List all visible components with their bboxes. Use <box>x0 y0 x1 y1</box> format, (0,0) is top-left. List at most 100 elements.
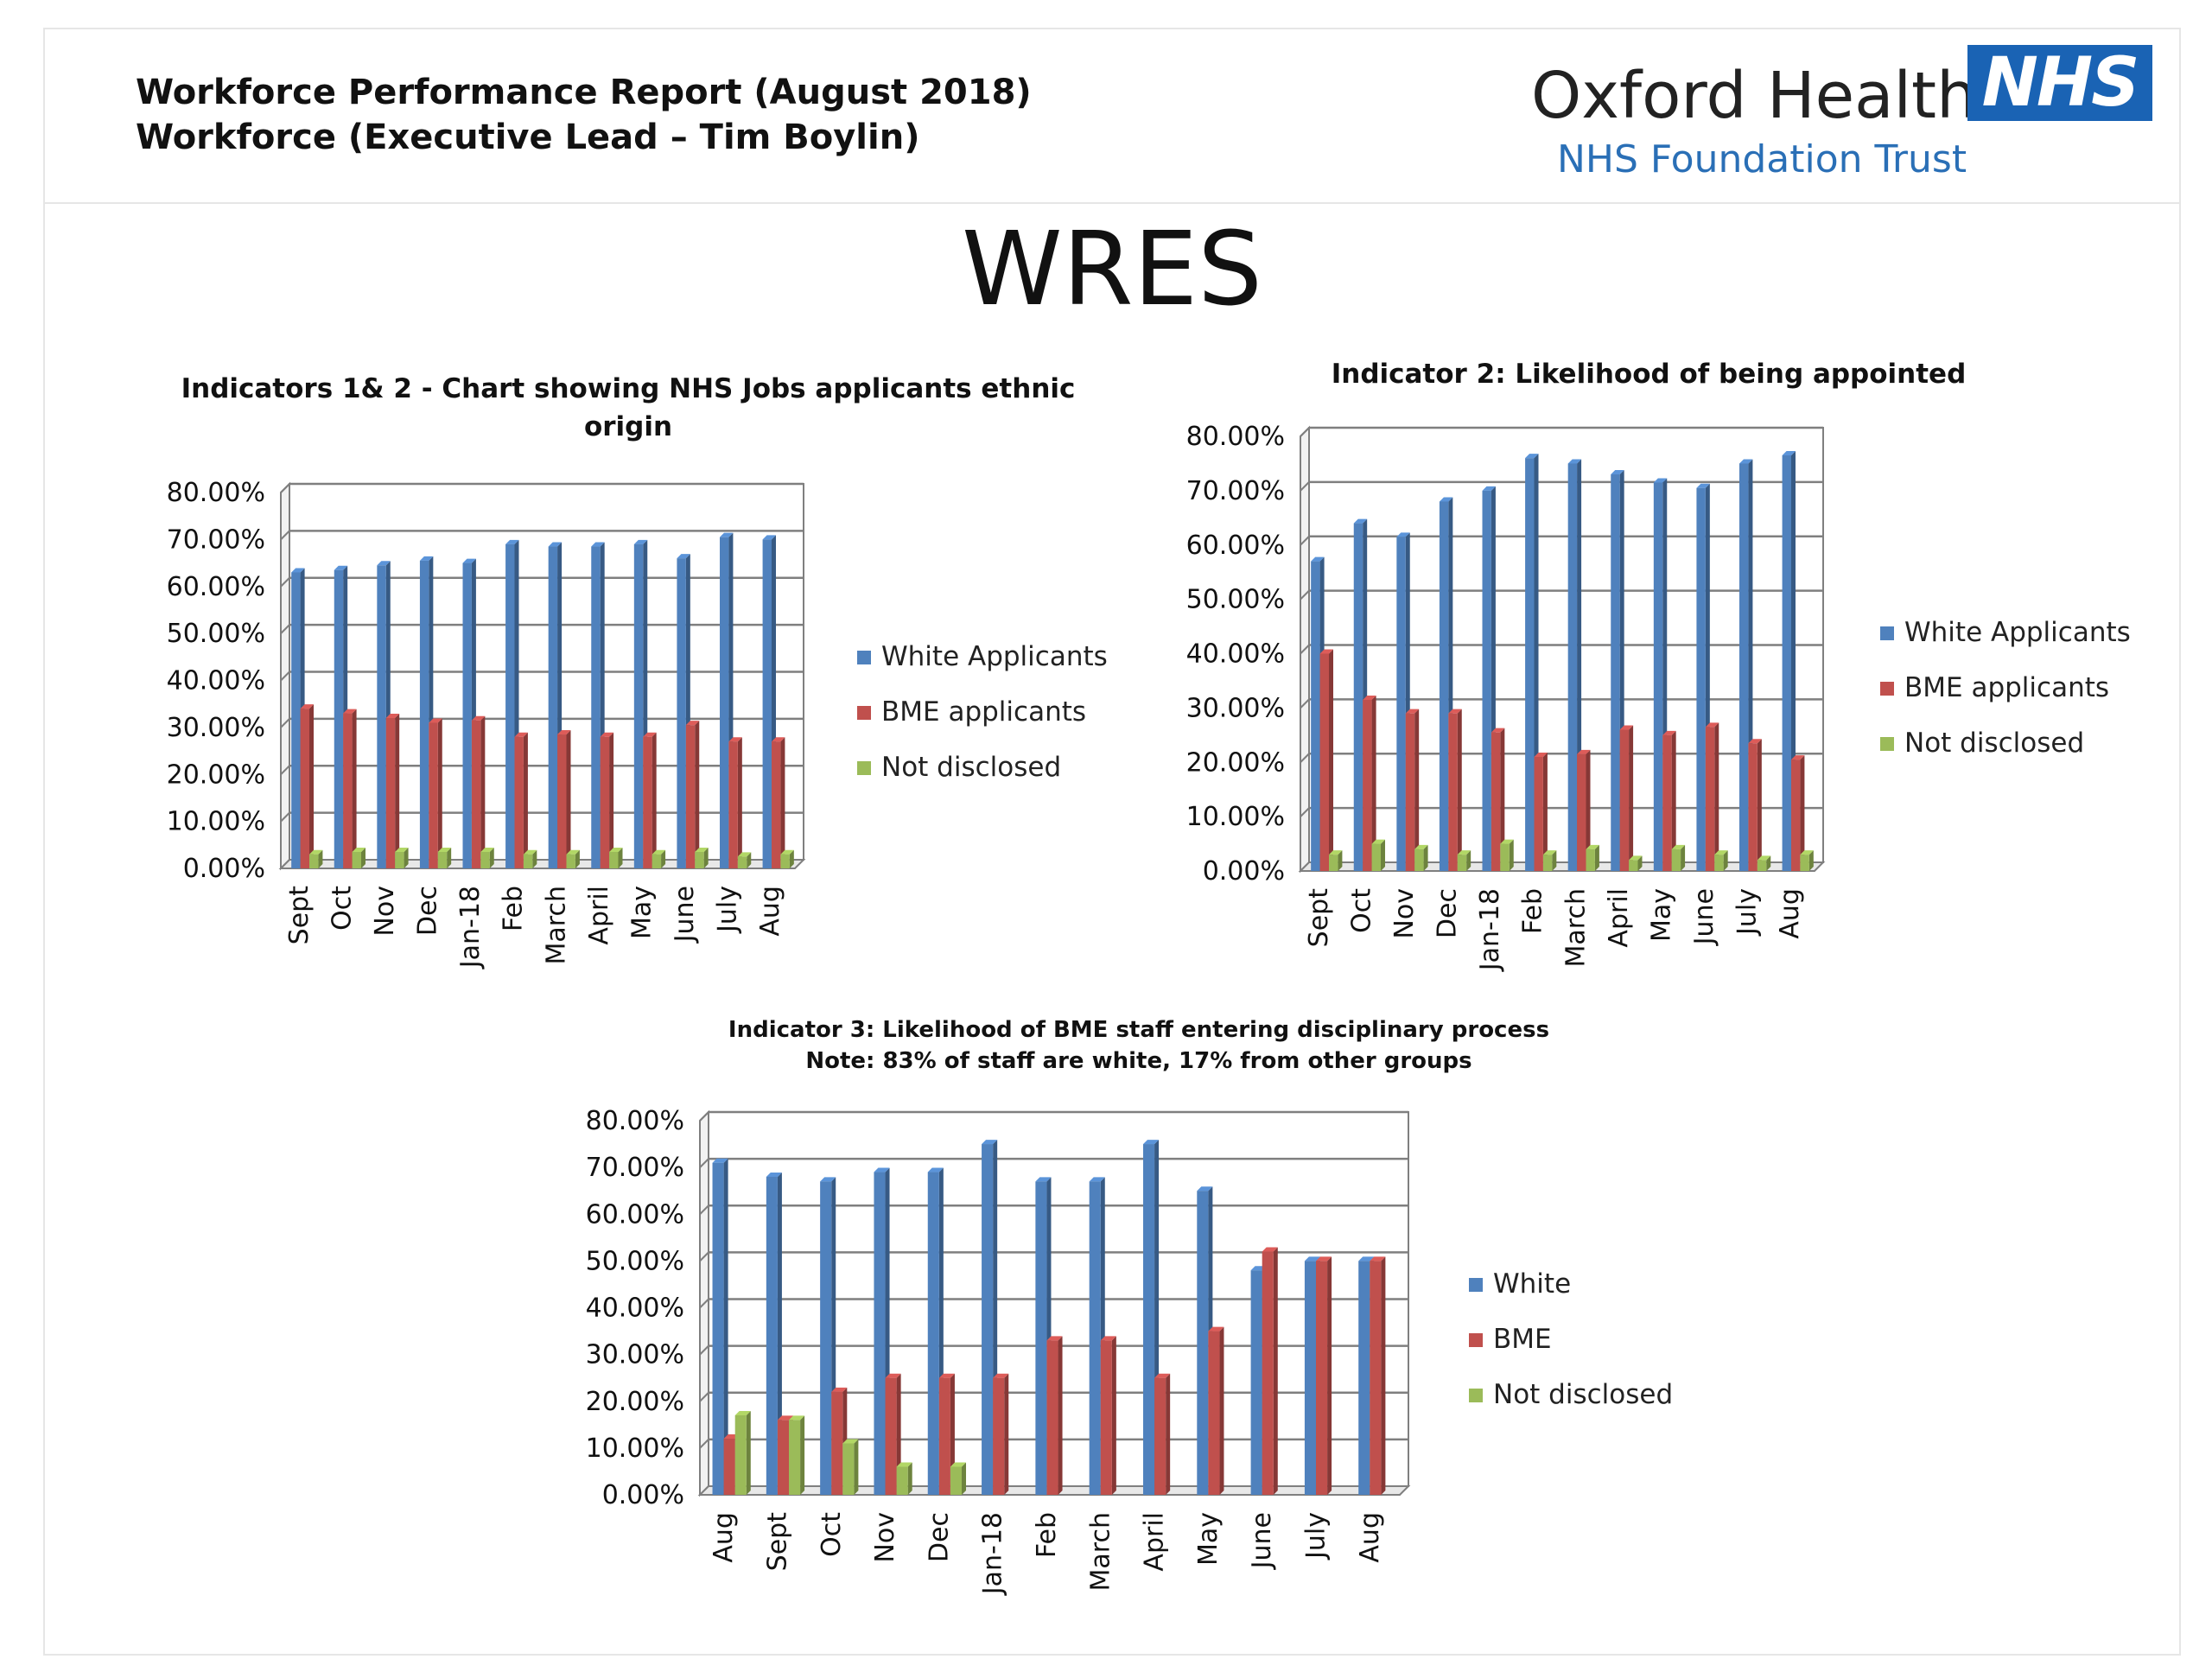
x-tick-label: Dec <box>924 1512 954 1562</box>
bar <box>1328 850 1343 871</box>
legend-swatch <box>1469 1333 1483 1347</box>
x-tick-label: Jan-18 <box>1475 888 1505 972</box>
page-title: WRES <box>961 209 1263 328</box>
x-tick-label: May <box>626 886 657 939</box>
legend-entry: White Applicants <box>1904 617 2131 648</box>
gridline-side <box>280 530 290 541</box>
bar <box>395 847 409 868</box>
header-divider <box>45 202 2179 204</box>
gridline-side <box>1300 807 1310 817</box>
y-tick-label: 50.00% <box>586 1246 684 1276</box>
legend-swatch <box>1469 1389 1483 1402</box>
bar <box>1500 839 1514 871</box>
y-tick-label: 0.00% <box>183 854 265 884</box>
bar <box>1629 855 1643 871</box>
gridline-side <box>280 671 290 682</box>
bar <box>1457 850 1471 871</box>
gridline-side <box>1300 481 1310 492</box>
legend-entry: White Applicants <box>881 641 1108 672</box>
gridline-side <box>1300 427 1310 437</box>
bar <box>643 732 657 868</box>
y-tick-label: 10.00% <box>586 1433 684 1464</box>
bar <box>772 737 785 868</box>
bar <box>1363 695 1376 871</box>
bar <box>1662 730 1676 871</box>
bar <box>685 721 700 868</box>
y-tick-label: 50.00% <box>1186 585 1285 615</box>
x-tick-label: Aug <box>1775 888 1805 939</box>
bar <box>300 704 314 868</box>
legend-entry: White <box>1493 1268 1571 1300</box>
y-tick-label: 80.00% <box>1186 422 1285 452</box>
gridline-side <box>280 577 290 588</box>
bar <box>734 1410 751 1495</box>
gridline-side <box>1300 753 1310 763</box>
bar <box>737 852 752 868</box>
bar <box>1319 649 1333 871</box>
bar <box>780 849 794 868</box>
bar <box>600 732 614 868</box>
x-tick-label: Sept <box>762 1512 792 1572</box>
x-tick-label: May <box>1646 888 1676 942</box>
y-tick-label: 0.00% <box>602 1480 684 1510</box>
x-tick-label: Aug <box>755 886 785 937</box>
bar <box>1800 850 1814 871</box>
bar <box>480 847 494 868</box>
bar <box>1448 709 1462 871</box>
bar <box>1757 855 1771 871</box>
x-tick-label: June <box>1247 1512 1277 1570</box>
x-tick-label: April <box>1140 1512 1170 1572</box>
bar <box>514 732 528 868</box>
gridline-side <box>699 1298 709 1309</box>
x-tick-label: Jan-18 <box>978 1512 1008 1596</box>
gridline-side <box>699 1111 709 1122</box>
chart-floor <box>278 859 806 869</box>
legend-entry: BME applicants <box>1904 672 2109 703</box>
y-tick-label: 60.00% <box>1186 531 1285 561</box>
x-tick-label: Feb <box>1518 888 1548 934</box>
bar <box>712 1158 728 1495</box>
bar <box>1262 1247 1278 1495</box>
bar <box>1619 725 1634 871</box>
bar <box>308 849 323 868</box>
gridline-side <box>699 1205 709 1215</box>
x-tick-label: April <box>1604 888 1634 948</box>
bar <box>343 709 357 868</box>
bar <box>1714 850 1728 871</box>
gridline-side <box>280 718 290 728</box>
bar <box>1414 844 1428 871</box>
bar <box>766 1172 782 1495</box>
gridline-side <box>1300 644 1310 655</box>
x-tick-label: Nov <box>370 886 400 937</box>
bar <box>652 849 666 868</box>
bar <box>437 847 452 868</box>
report-subtitle: Workforce (Executive Lead – Tim Boylin) <box>136 118 920 157</box>
x-tick-label: March <box>541 886 571 964</box>
legend-swatch <box>1880 737 1894 751</box>
bar <box>1208 1326 1224 1495</box>
x-tick-label: Dec <box>1433 888 1463 938</box>
y-tick-label: 40.00% <box>586 1294 684 1324</box>
bar <box>950 1462 967 1495</box>
bar <box>352 847 365 868</box>
x-tick-label: July <box>1732 888 1763 937</box>
bar <box>1577 749 1591 871</box>
bar <box>842 1439 859 1495</box>
x-tick-label: July <box>713 886 743 934</box>
legend-swatch <box>857 706 871 720</box>
nhs-logo: NHS <box>1967 45 2152 121</box>
bar <box>1370 1256 1386 1495</box>
bar <box>566 849 580 868</box>
x-tick-label: Aug <box>709 1512 739 1563</box>
x-tick-label: March <box>1085 1512 1116 1591</box>
bar <box>896 1462 912 1495</box>
gridline-side <box>280 811 290 823</box>
y-tick-label: 60.00% <box>586 1199 684 1230</box>
x-tick-label: April <box>584 886 614 945</box>
legend-entry: Not disclosed <box>1904 728 2084 759</box>
y-tick-label: 0.00% <box>1203 856 1285 887</box>
legend-swatch <box>1880 682 1894 696</box>
bar <box>1534 752 1548 871</box>
legend-entry: Not disclosed <box>881 752 1061 783</box>
